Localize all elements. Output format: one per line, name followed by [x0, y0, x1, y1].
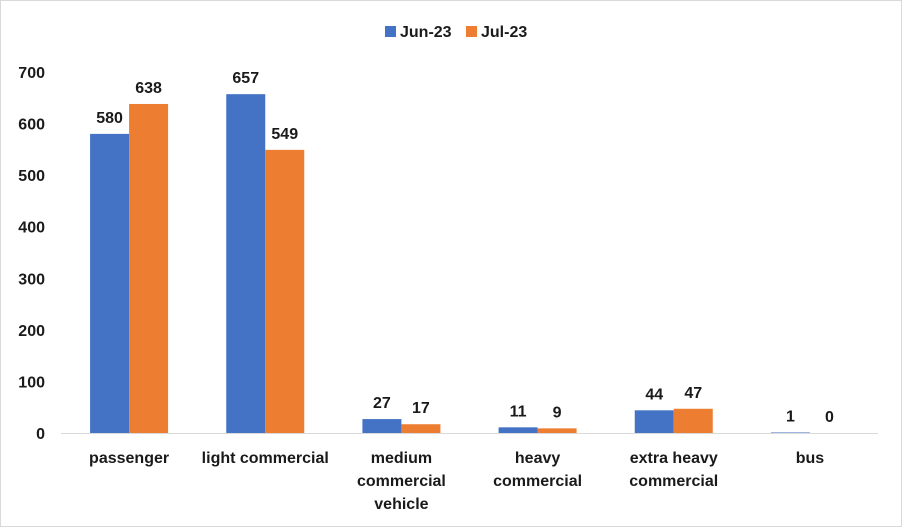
x-tick-label: heavy commercial	[493, 450, 582, 490]
bar-jun-23	[770, 432, 810, 433]
x-tick-label-line: commercial	[493, 473, 582, 490]
x-tick-label: bus	[796, 450, 825, 467]
bar-jun-23	[226, 94, 266, 433]
y-tick-label: 500	[18, 168, 45, 185]
legend: Jun-23 Jul-23	[385, 24, 527, 41]
x-tick-label: passenger	[89, 450, 169, 467]
data-label-jun-23: 657	[232, 70, 259, 87]
bar-jul-23	[401, 424, 441, 433]
y-tick-label: 200	[18, 323, 45, 340]
x-tick-label-line: vehicle	[374, 496, 428, 513]
y-tick-label: 100	[18, 374, 45, 391]
data-label-jun-23: 44	[645, 386, 663, 403]
data-label-jul-23: 9	[553, 404, 562, 421]
data-label-jun-23: 11	[510, 403, 527, 420]
x-tick-label-line: commercial	[357, 473, 446, 490]
x-tick-label-line: bus	[796, 450, 825, 467]
y-tick-label: 300	[18, 271, 45, 288]
data-labels-group: 580 638 657 549 27 17 11 9 44 47 1 0	[96, 70, 834, 426]
y-tick-label: 0	[36, 426, 45, 443]
bar-jul-23	[129, 103, 169, 433]
data-label-jul-23: 638	[135, 80, 162, 97]
legend-swatch-jun-23	[385, 26, 396, 37]
data-label-jul-23: 549	[271, 126, 298, 143]
bar-jul-23	[265, 149, 305, 433]
x-axis: passenger light commercial medium commercia…	[89, 450, 824, 513]
x-tick-label-line: extra heavy	[630, 450, 718, 467]
bar-jun-23	[362, 419, 402, 433]
x-tick-label: light commercial	[202, 450, 329, 467]
data-label-jun-23: 27	[373, 395, 391, 412]
data-label-jun-23: 1	[786, 408, 795, 425]
y-tick-label: 700	[18, 65, 45, 82]
x-tick-label-line: passenger	[89, 450, 169, 467]
data-label-jul-23: 47	[684, 385, 702, 402]
x-tick-label-line: light commercial	[202, 450, 329, 467]
x-tick-label: medium commercial vehicle	[357, 450, 446, 513]
data-label-jul-23: 0	[825, 409, 834, 426]
bar-jun-23	[90, 133, 130, 433]
y-tick-label: 600	[18, 117, 45, 134]
y-axis: 0 100 200 300 400 500 600 700	[18, 65, 45, 443]
x-tick-label-line: commercial	[629, 473, 718, 490]
data-label-jul-23: 17	[412, 400, 430, 417]
x-tick-label-line: heavy	[515, 450, 560, 467]
x-tick-label: extra heavy commercial	[629, 450, 718, 490]
bar-jun-23	[498, 427, 538, 433]
y-tick-label: 400	[18, 220, 45, 237]
bar-jun-23	[634, 410, 674, 433]
legend-label-jul-23: Jul-23	[481, 24, 527, 41]
bar-jul-23	[673, 408, 713, 433]
x-tick-label-line: medium	[371, 450, 432, 467]
bar-jul-23	[537, 428, 577, 433]
legend-swatch-jul-23	[466, 26, 477, 37]
data-label-jun-23: 580	[96, 110, 123, 127]
legend-label-jun-23: Jun-23	[400, 24, 452, 41]
bars-group	[90, 94, 810, 433]
